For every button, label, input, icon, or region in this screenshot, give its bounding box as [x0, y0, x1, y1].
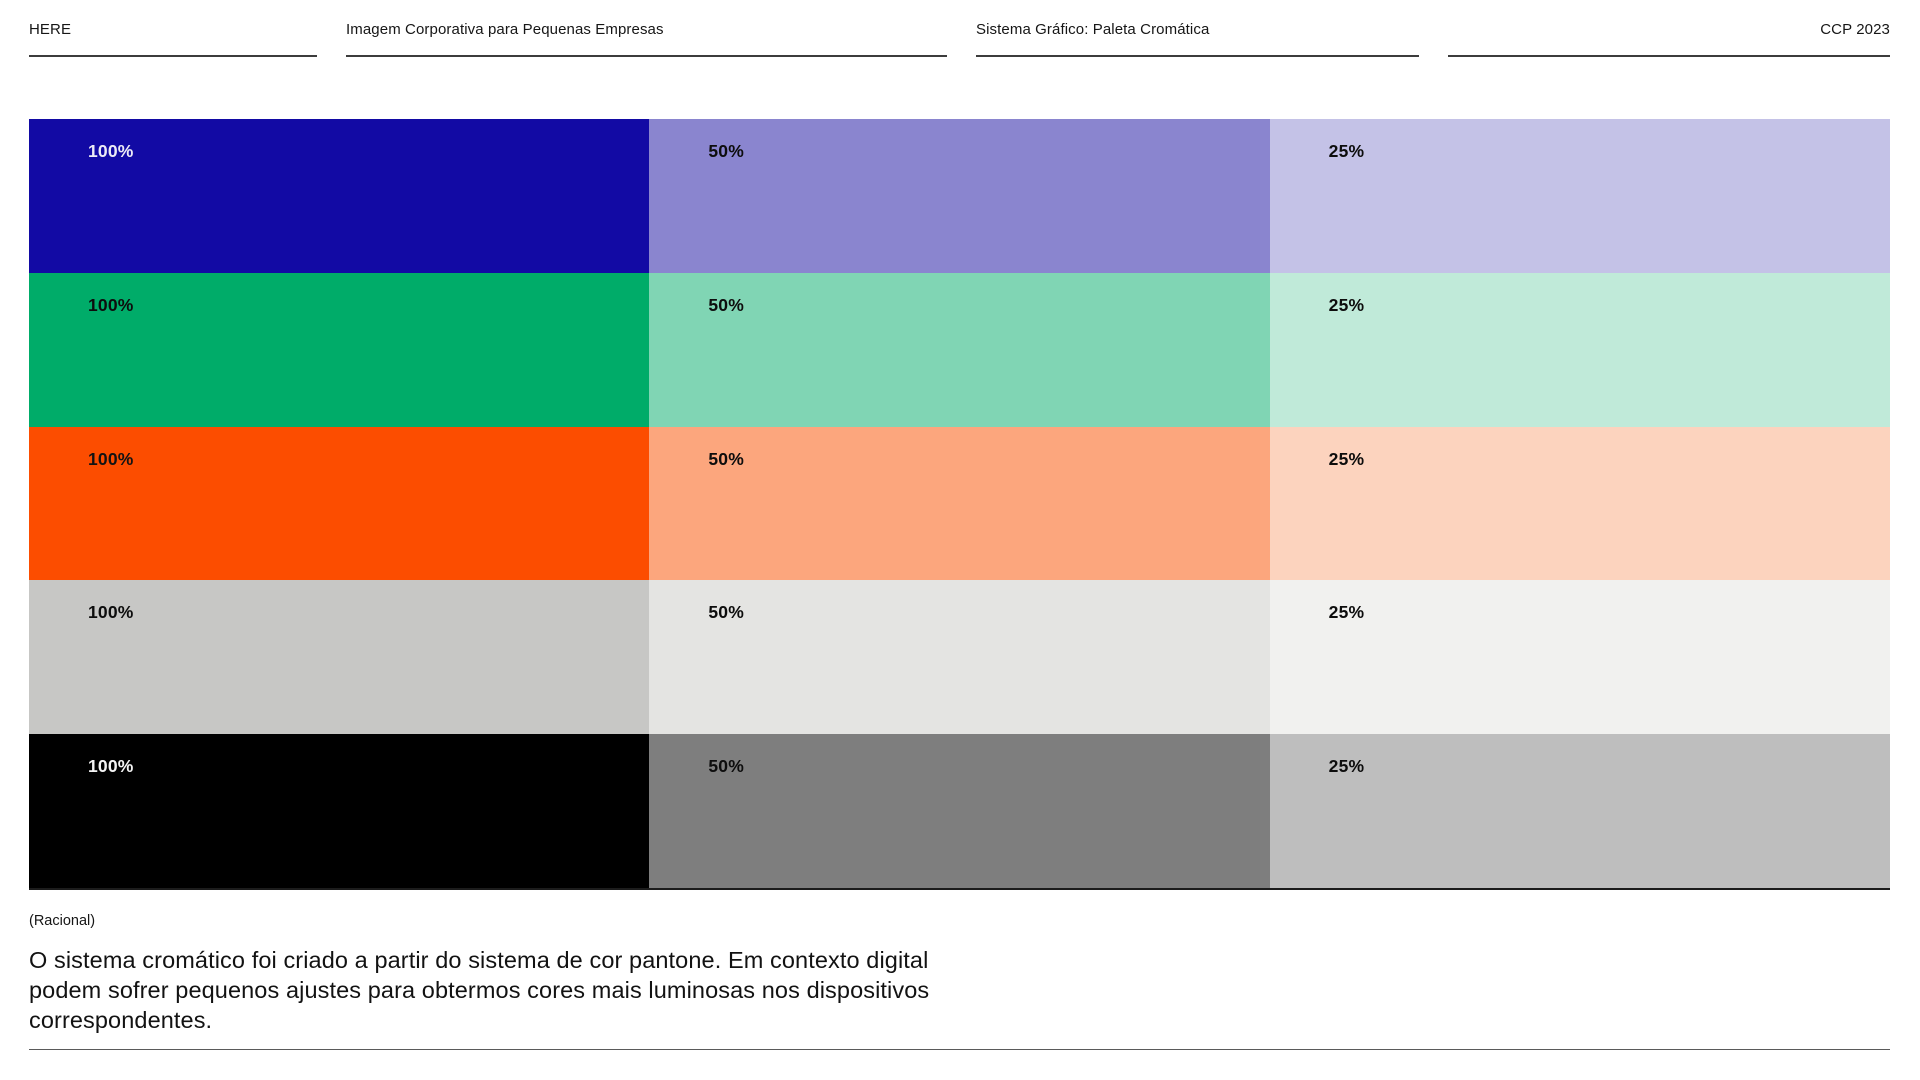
swatch-orange-50: 50%	[649, 426, 1270, 581]
swatch-green-100: 100%	[29, 272, 650, 427]
header: HERE Imagem Corporativa para Pequenas Em…	[29, 21, 1890, 57]
rational-body: O sistema cromático foi criado a partir …	[29, 947, 930, 1033]
tint-percentage-label: 50%	[708, 141, 744, 161]
swatch-green-50: 50%	[649, 272, 1270, 427]
tint-percentage-label: 50%	[708, 602, 744, 623]
tint-percentage-label: 25%	[1328, 602, 1365, 623]
header-project-code: HERE	[29, 21, 317, 57]
tint-percentage-label: 25%	[1328, 756, 1365, 777]
swatch-orange-100: 100%	[29, 426, 650, 581]
swatch-cool-gray-25: 25%	[1269, 580, 1890, 735]
header-edition: CCP 2023	[1448, 21, 1890, 57]
swatch-blue-25: 25%	[1269, 119, 1890, 273]
tint-percentage-label: 100%	[88, 294, 134, 315]
tint-percentage-label: 100%	[88, 448, 134, 469]
tint-percentage-label: 25%	[1328, 448, 1365, 469]
color-palette-grid: 100% 50% 25% 100% 50% 25% 100% 50% 25% 100% 50% 25%…	[29, 119, 1890, 890]
header-project-code-label: HERE	[29, 21, 72, 38]
tint-percentage-label: 50%	[708, 294, 744, 315]
header-project-title: Imagem Corporativa para Pequenas Empresa…	[346, 21, 947, 57]
header-section-title: Sistema Gráfico: Paleta Cromática	[976, 21, 1419, 57]
swatch-black-100: 100%	[29, 734, 650, 888]
header-edition-label: CCP 2023	[1820, 21, 1890, 38]
rational-heading: (Racional)	[29, 913, 96, 929]
rational-section: (Racional) O sistema cromático foi criad…	[29, 913, 954, 1035]
swatch-blue-100: 100%	[29, 119, 650, 273]
tint-percentage-label: 50%	[708, 448, 744, 469]
tint-percentage-label: 25%	[1328, 141, 1365, 161]
tint-percentage-label: 100%	[88, 141, 134, 161]
swatch-black-25: 25%	[1269, 734, 1890, 888]
swatch-orange-25: 25%	[1269, 426, 1890, 581]
tint-percentage-label: 25%	[1328, 294, 1365, 315]
swatch-cool-gray-100: 100%	[29, 580, 650, 735]
tint-percentage-label: 100%	[88, 602, 134, 623]
header-section-title-label: Sistema Gráfico: Paleta Cromática	[976, 21, 1210, 38]
header-project-title-label: Imagem Corporativa para Pequenas Empresa…	[346, 21, 664, 38]
swatch-black-50: 50%	[649, 734, 1270, 888]
swatch-green-25: 25%	[1269, 272, 1890, 427]
swatch-blue-50: 50%	[649, 119, 1270, 273]
swatch-cool-gray-50: 50%	[649, 580, 1270, 735]
bottom-divider	[29, 1049, 1890, 1050]
tint-percentage-label: 50%	[708, 756, 744, 777]
tint-percentage-label: 100%	[88, 756, 134, 777]
